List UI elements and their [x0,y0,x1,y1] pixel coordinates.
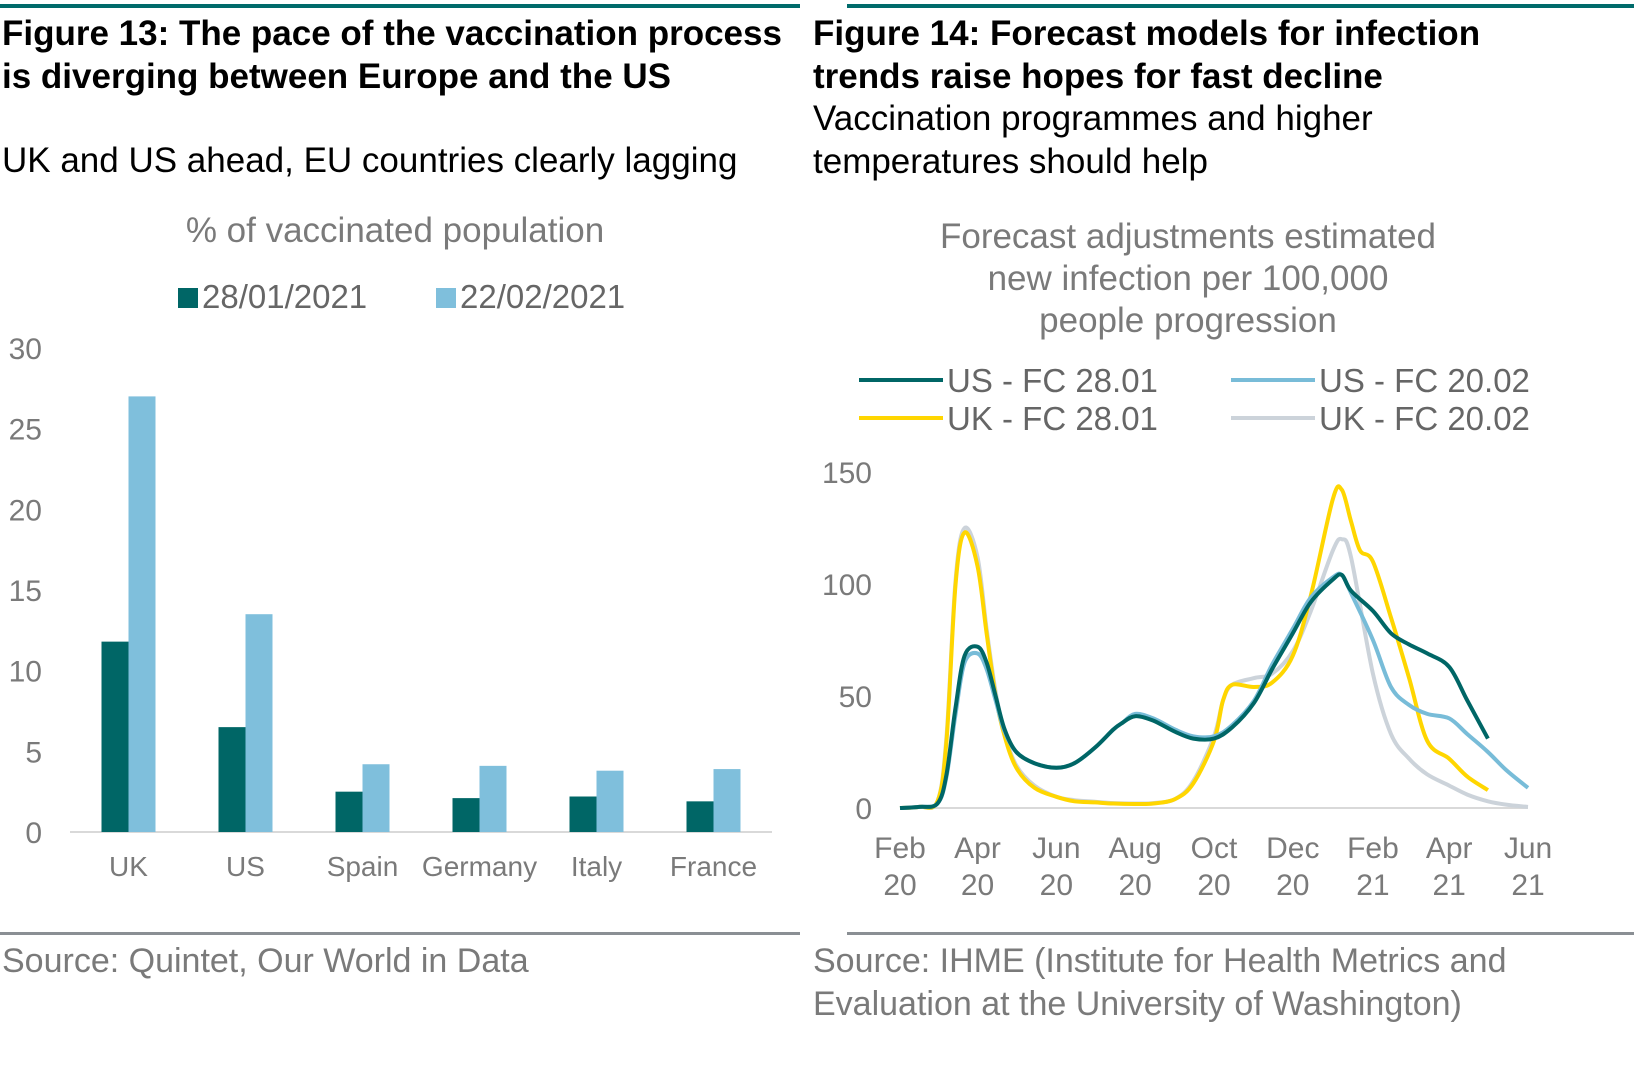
x-tick-label: Oct [1191,832,1238,865]
figure-14-panel: Figure 14: Forecast models for infection… [813,0,1634,1066]
y-tick-label: 0 [855,793,872,826]
x-tick-label: Italy [571,851,622,882]
line-chart: 0 50 100 150 Feb 20 Apr 20 Jun 20 Aug 20 Oct 20 Dec 20 F… [822,457,1552,902]
legend-swatch [436,288,456,308]
bar-italy-1 [569,796,597,832]
x-tick-label: Dec [1266,832,1319,865]
bar-us-1 [218,727,246,832]
line-series-us-fc-20-02 [899,571,1530,810]
x-tick-label: Feb [874,832,926,865]
line-series-uk-fc-20-02 [899,525,1529,811]
x-tick-label: Germany [422,851,537,882]
bar-uk-1 [101,641,129,832]
source-rule [847,932,1634,935]
y-tick-label: 0 [25,817,42,850]
top-rule [0,4,800,8]
top-rule [847,4,1634,8]
line-series-us-fc-28-01 [899,572,1490,810]
bar-spain-2 [362,764,390,832]
legend-label: US - FC 20.02 [1319,362,1530,399]
bar-us-2 [245,614,273,832]
legend-swatch [859,416,943,420]
y-tick-label: 5 [25,736,42,769]
bar-france-2 [713,769,741,832]
figure-13-source: Source: Quintet, Our World in Data [2,942,529,980]
x-tick-label: 21 [1432,869,1465,902]
bar-chart-title: % of vaccinated population [185,211,605,250]
bar-chart: 0 5 10 15 20 25 30 UK US Spain Germany Italy France [9,333,772,882]
figure-14-source: Source: IHME (Institute for Health Metri… [813,942,1507,1023]
x-tick-label: 21 [1356,869,1389,902]
x-tick-label: US [226,851,265,882]
y-tick-label: 15 [9,575,42,608]
source-rule [0,932,800,935]
line-chart-title-line: Forecast adjustments estimated [939,217,1437,256]
y-tick-label: 150 [822,457,872,490]
x-tick-label: Spain [327,851,399,882]
figure-13-panel: Figure 13: The pace of the vaccination p… [0,0,800,1066]
y-tick-label: 25 [9,414,42,447]
x-tick-label: UK [109,851,148,882]
legend-label: UK - FC 28.01 [947,400,1158,437]
legend-swatch [178,288,198,308]
x-tick-label: 20 [1197,869,1230,902]
legend-swatch [1231,416,1315,420]
legend-swatch [1231,378,1315,382]
x-tick-label: Jun [1032,832,1080,865]
x-tick-label: 20 [1276,869,1309,902]
figure-13-title: Figure 13: The pace of the vaccination p… [2,14,782,96]
x-tick-label: Jun [1504,832,1552,865]
legend-swatch [859,378,943,382]
x-tick-label: 20 [1040,869,1073,902]
line-chart-title-line: people progression [1039,301,1337,340]
line-series-uk-fc-28-01 [899,484,1490,810]
legend-label: 22/02/2021 [460,278,626,315]
y-tick-label: 50 [839,681,872,714]
line-chart-title: Forecast adjustments estimated new infec… [803,216,1573,342]
legend-item-us-fc-2002: US - FC 20.02 [1231,362,1530,400]
y-tick-label: 10 [9,656,42,689]
bar-italy-2 [596,770,624,832]
line-chart-title-line: new infection per 100,000 [987,259,1389,298]
figure-13-subtitle: UK and US ahead, EU countries clearly la… [2,141,738,180]
y-tick-label: 30 [9,333,42,366]
legend-label: 28/01/2021 [202,278,368,315]
x-tick-label: Aug [1108,832,1161,865]
legend-item-us-fc-2801: US - FC 28.01 [859,362,1158,400]
x-tick-label: Apr [954,832,1001,865]
bar-france-1 [686,801,714,832]
legend-item-uk-fc-2002: UK - FC 20.02 [1231,400,1530,438]
bar-germany-1 [452,798,480,832]
x-tick-label: Feb [1347,832,1399,865]
bar-uk-2 [128,396,156,832]
bar-germany-2 [479,765,507,832]
x-tick-label: 20 [1118,869,1151,902]
figure-14-subtitle: Vaccination programmes and higher temper… [813,99,1373,181]
legend-item-uk-fc-2801: UK - FC 28.01 [859,400,1158,438]
bar-spain-1 [335,791,363,832]
y-tick-label: 20 [9,494,42,527]
x-tick-label: Apr [1426,832,1473,865]
legend-label: UK - FC 20.02 [1319,400,1530,437]
legend-label: US - FC 28.01 [947,362,1158,399]
y-tick-label: 100 [822,569,872,602]
x-tick-label: France [670,851,757,882]
x-tick-label: 20 [961,869,994,902]
figure-14-title: Figure 14: Forecast models for infection… [813,14,1481,96]
legend-item-series-1: 28/01/2021 [178,278,367,316]
x-tick-label: 21 [1511,869,1544,902]
legend-item-series-2: 22/02/2021 [436,278,625,316]
x-tick-label: 20 [883,869,916,902]
